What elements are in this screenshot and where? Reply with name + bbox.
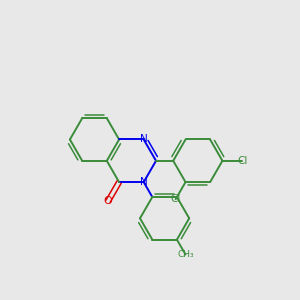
Text: CH₃: CH₃ [177, 250, 194, 259]
Text: N: N [140, 134, 148, 145]
Text: Cl: Cl [170, 194, 181, 204]
Text: O: O [104, 196, 112, 206]
Text: Cl: Cl [237, 156, 247, 166]
Text: N: N [140, 177, 148, 187]
